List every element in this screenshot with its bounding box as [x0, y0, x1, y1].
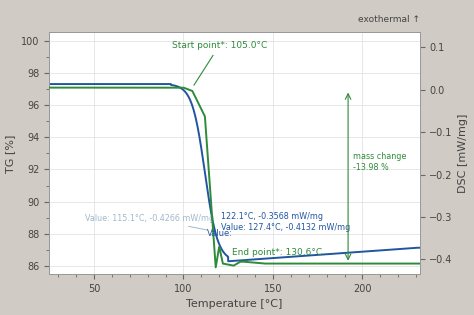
- Text: End point*: 130.6°C: End point*: 130.6°C: [232, 248, 322, 262]
- Text: exothermal ↑: exothermal ↑: [358, 15, 419, 24]
- Y-axis label: TG [%]: TG [%]: [6, 134, 16, 173]
- Text: Value: 127.4°C, -0.4132 mW/mg: Value: 127.4°C, -0.4132 mW/mg: [221, 223, 350, 232]
- Text: Value:: Value:: [207, 229, 233, 238]
- Text: Value: 115.1°C, -0.4266 mW/mg: Value: 115.1°C, -0.4266 mW/mg: [85, 214, 214, 230]
- X-axis label: Temperature [°C]: Temperature [°C]: [186, 300, 283, 309]
- Text: mass change
-13.98 %: mass change -13.98 %: [354, 152, 407, 171]
- Text: 122.1°C, -0.3568 mW/mg: 122.1°C, -0.3568 mW/mg: [221, 212, 323, 221]
- Text: Start point*: 105.0°C: Start point*: 105.0°C: [172, 41, 267, 85]
- Y-axis label: DSC [mW/mg]: DSC [mW/mg]: [458, 114, 468, 193]
